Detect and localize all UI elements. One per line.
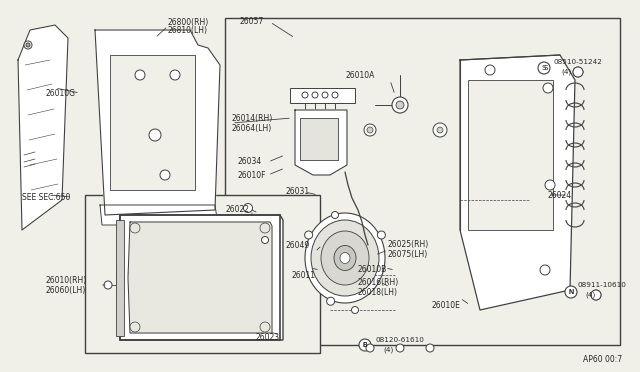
Text: N: N [568, 289, 573, 295]
Text: 26010F: 26010F [238, 170, 266, 180]
Text: 26034: 26034 [238, 157, 262, 167]
Text: 26031: 26031 [285, 187, 309, 196]
Circle shape [135, 70, 145, 80]
Circle shape [396, 344, 404, 352]
Polygon shape [18, 25, 68, 230]
Circle shape [149, 129, 161, 141]
Circle shape [573, 67, 583, 77]
Text: (4): (4) [585, 292, 595, 298]
Bar [85, 195, 320, 353]
Circle shape [260, 223, 270, 233]
Bar [225, 18, 620, 345]
Circle shape [540, 265, 550, 275]
Text: 26049: 26049 [285, 241, 309, 250]
Text: AP60 00:7: AP60 00:7 [583, 355, 622, 364]
Bar [468, 80, 553, 230]
Ellipse shape [340, 253, 350, 263]
Text: 26010A: 26010A [345, 71, 374, 80]
Ellipse shape [334, 246, 356, 270]
Text: 08120-61610: 08120-61610 [375, 337, 424, 343]
Circle shape [302, 92, 308, 98]
Text: N: N [568, 289, 573, 295]
Circle shape [396, 101, 404, 109]
Circle shape [591, 290, 601, 300]
Text: B: B [363, 342, 367, 348]
Text: 26010G: 26010G [46, 89, 76, 97]
Text: 26075(LH): 26075(LH) [388, 250, 428, 260]
Circle shape [366, 344, 374, 352]
Polygon shape [100, 205, 218, 225]
Text: 26810(LH): 26810(LH) [168, 26, 208, 35]
Text: 26010B: 26010B [358, 266, 387, 275]
Text: 26025(RH): 26025(RH) [388, 241, 429, 250]
Text: (4): (4) [383, 347, 393, 353]
Circle shape [573, 67, 583, 77]
Text: 26014(RH): 26014(RH) [232, 113, 273, 122]
Circle shape [260, 322, 270, 332]
Circle shape [378, 231, 385, 239]
Circle shape [364, 124, 376, 136]
Circle shape [243, 203, 253, 212]
Polygon shape [295, 110, 347, 175]
Text: 26022: 26022 [225, 205, 249, 215]
Circle shape [433, 123, 447, 137]
Bar [300, 118, 338, 160]
Text: 26023: 26023 [255, 334, 279, 343]
Text: B: B [363, 342, 367, 348]
Circle shape [104, 281, 112, 289]
Circle shape [312, 92, 318, 98]
Circle shape [359, 339, 371, 351]
Circle shape [305, 231, 312, 239]
Circle shape [332, 212, 339, 218]
Circle shape [130, 223, 140, 233]
Circle shape [351, 307, 358, 314]
Polygon shape [117, 215, 283, 340]
Text: SEE SEC.650: SEE SEC.650 [22, 192, 70, 202]
Text: 26011: 26011 [292, 270, 316, 279]
Circle shape [262, 237, 269, 244]
Circle shape [322, 92, 328, 98]
Circle shape [160, 170, 170, 180]
Text: 26010(RH): 26010(RH) [45, 276, 86, 285]
Circle shape [538, 62, 550, 74]
Bar [116, 220, 124, 336]
Bar [110, 55, 195, 190]
Text: 26016(RH): 26016(RH) [358, 278, 399, 286]
Text: 08911-10610: 08911-10610 [578, 282, 627, 288]
Circle shape [24, 41, 32, 49]
Polygon shape [95, 30, 220, 215]
Text: (4): (4) [562, 69, 572, 75]
Circle shape [367, 127, 373, 133]
Circle shape [326, 297, 335, 305]
Circle shape [130, 322, 140, 332]
Circle shape [437, 127, 443, 133]
Bar [290, 88, 355, 103]
Circle shape [426, 344, 434, 352]
Circle shape [170, 70, 180, 80]
Text: 26800(RH): 26800(RH) [168, 17, 209, 26]
Circle shape [543, 83, 553, 93]
Text: 26064(LH): 26064(LH) [232, 124, 272, 132]
Circle shape [26, 43, 30, 47]
Circle shape [332, 92, 338, 98]
Polygon shape [460, 55, 575, 310]
Circle shape [565, 286, 577, 298]
Text: 26018(LH): 26018(LH) [358, 288, 398, 296]
Text: 08510-51242: 08510-51242 [553, 59, 602, 65]
Ellipse shape [321, 231, 369, 285]
Text: 26060(LH): 26060(LH) [45, 285, 85, 295]
Text: 26010E: 26010E [432, 301, 461, 310]
Circle shape [485, 65, 495, 75]
Polygon shape [128, 222, 272, 333]
Text: S: S [542, 65, 546, 71]
Circle shape [591, 290, 601, 300]
Ellipse shape [305, 213, 385, 303]
Text: 26057: 26057 [240, 17, 264, 26]
Ellipse shape [311, 220, 379, 296]
Circle shape [545, 180, 555, 190]
Text: S: S [544, 65, 548, 71]
Circle shape [392, 97, 408, 113]
Text: 26024: 26024 [548, 190, 572, 199]
